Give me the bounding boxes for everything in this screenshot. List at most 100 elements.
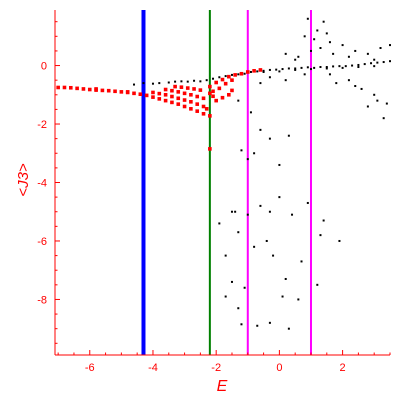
data-point	[220, 77, 225, 82]
x-tick-label: -2	[211, 362, 221, 374]
data-point	[176, 90, 181, 94]
data-point	[69, 85, 73, 90]
data-point	[268, 210, 271, 213]
data-point	[224, 75, 227, 78]
data-points-layer	[56, 17, 391, 330]
data-point	[253, 245, 256, 248]
data-point	[379, 47, 382, 50]
data-point	[223, 81, 228, 86]
data-point	[294, 58, 297, 61]
data-point	[173, 84, 177, 89]
data-point	[205, 79, 208, 82]
data-point	[303, 35, 306, 38]
data-point	[182, 104, 187, 109]
data-point	[170, 100, 174, 105]
x-tick-label: -6	[85, 362, 95, 374]
axes-layer: -6 -4 -2 0 2 0 -2 -4 -6 -8	[37, 10, 391, 374]
data-point	[300, 260, 303, 263]
data-point	[382, 61, 385, 64]
data-point	[284, 79, 287, 82]
data-point	[309, 49, 312, 52]
data-point	[319, 66, 322, 69]
data-point	[240, 149, 243, 152]
data-point	[158, 82, 161, 85]
data-point	[253, 152, 256, 155]
data-point	[344, 65, 347, 68]
data-point	[268, 68, 271, 71]
data-point	[281, 295, 284, 298]
data-point	[278, 70, 281, 73]
data-point	[239, 71, 244, 76]
data-point	[259, 128, 262, 131]
data-point	[233, 73, 237, 77]
red-series	[56, 68, 263, 151]
data-point	[230, 88, 234, 93]
data-point	[325, 66, 328, 69]
data-point	[258, 68, 263, 72]
y-tick-label: 0	[41, 61, 47, 73]
data-point	[100, 88, 105, 93]
data-point	[201, 111, 206, 116]
y-tick-label: -8	[37, 294, 47, 306]
data-point	[56, 85, 60, 90]
data-point	[240, 323, 243, 326]
data-point	[243, 286, 246, 289]
data-point	[316, 29, 319, 32]
data-point	[157, 91, 162, 96]
data-point	[306, 201, 309, 204]
vertical-lines-layer	[141, 10, 312, 355]
data-point	[287, 134, 290, 137]
data-point	[332, 65, 335, 68]
data-point	[195, 102, 200, 106]
data-point	[265, 239, 268, 242]
data-point	[237, 231, 240, 234]
x-tick-label: -4	[148, 362, 158, 374]
data-point	[272, 254, 275, 257]
data-point	[163, 92, 168, 97]
data-point	[246, 158, 249, 161]
data-point	[275, 68, 278, 71]
data-point	[249, 70, 252, 73]
data-point	[151, 95, 155, 99]
data-point	[220, 95, 225, 100]
data-point	[357, 66, 360, 69]
y-tick-label: -2	[37, 119, 47, 131]
data-point	[287, 67, 290, 70]
data-point	[201, 96, 206, 101]
y-tick-label: -4	[37, 178, 47, 190]
data-point	[180, 80, 183, 83]
data-point	[212, 77, 215, 80]
data-point	[309, 68, 312, 71]
data-point	[357, 63, 360, 66]
data-point	[185, 86, 190, 90]
data-point	[313, 38, 316, 41]
data-point	[262, 70, 265, 73]
data-point	[316, 283, 319, 286]
data-point	[138, 92, 143, 97]
data-point	[208, 91, 212, 96]
data-point	[227, 74, 231, 79]
data-point	[218, 222, 221, 225]
data-point	[385, 102, 388, 105]
data-point	[214, 98, 218, 103]
data-point	[256, 324, 259, 327]
data-point	[189, 92, 193, 97]
data-point	[208, 147, 212, 151]
data-point	[363, 63, 366, 66]
data-point	[268, 137, 271, 140]
data-point	[208, 114, 212, 118]
data-point	[268, 321, 271, 324]
data-point	[259, 82, 262, 85]
data-point	[281, 68, 284, 71]
data-point	[313, 66, 316, 69]
data-point	[195, 94, 200, 99]
data-point	[328, 41, 331, 44]
data-point	[224, 295, 227, 298]
data-point	[193, 79, 196, 82]
data-point	[297, 298, 300, 301]
data-point	[319, 234, 322, 237]
data-point	[354, 85, 357, 88]
y-axis-label: <J3>	[15, 163, 32, 197]
data-point	[252, 69, 256, 73]
